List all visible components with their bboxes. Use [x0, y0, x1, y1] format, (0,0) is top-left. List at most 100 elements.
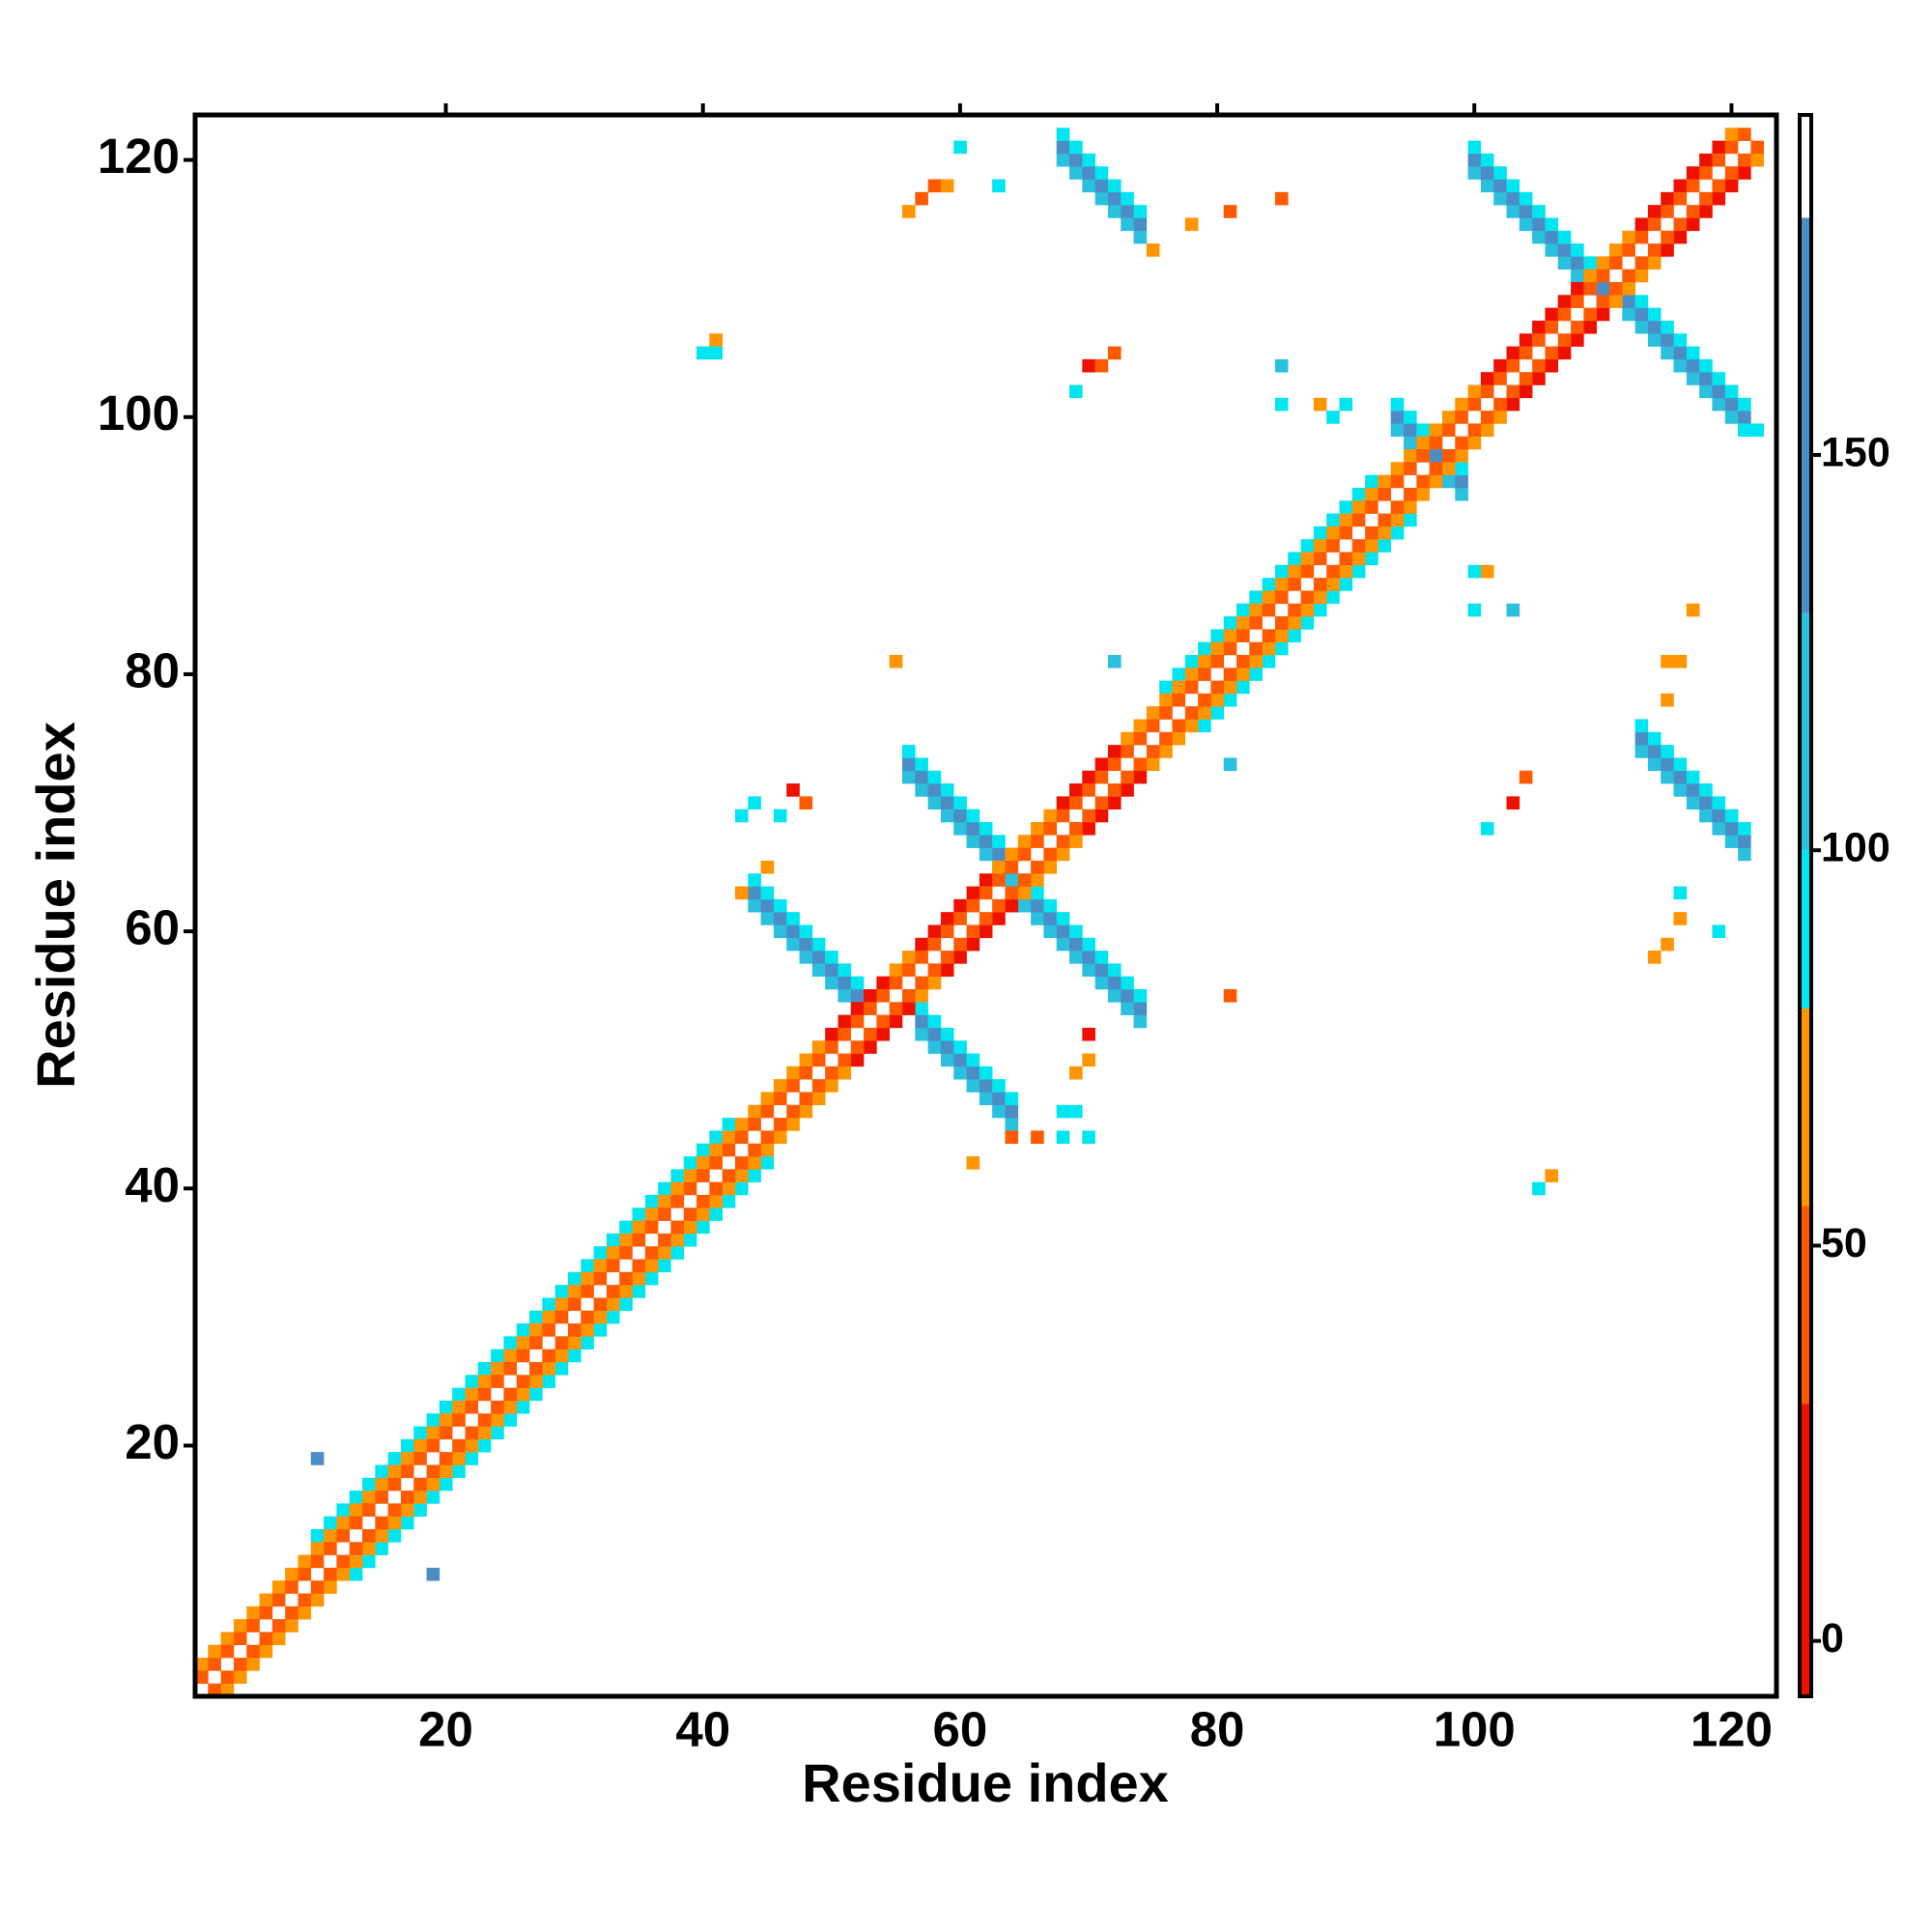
- heatmap-cell: [1686, 372, 1700, 385]
- heatmap-cell: [1249, 590, 1263, 605]
- heatmap-cell: [1404, 500, 1417, 514]
- heatmap-cell: [838, 1053, 852, 1067]
- heatmap-cell: [439, 1464, 453, 1479]
- heatmap-cell: [503, 1413, 518, 1427]
- heatmap-cell: [709, 1194, 723, 1208]
- heatmap-cell: [1274, 590, 1289, 605]
- heatmap-cell: [940, 1053, 954, 1067]
- heatmap-cell: [606, 1310, 620, 1324]
- y-axis-title: Residue index: [25, 722, 86, 1089]
- heatmap-cell: [439, 1413, 453, 1427]
- heatmap-cell: [1365, 474, 1378, 489]
- heatmap-cell: [362, 1528, 376, 1543]
- heatmap-cell: [1608, 295, 1623, 308]
- heatmap-cell: [1351, 513, 1366, 527]
- heatmap-cell: [581, 1336, 594, 1350]
- heatmap-cell: [1043, 847, 1057, 862]
- heatmap-cell: [349, 1542, 363, 1555]
- heatmap-cell: [465, 1438, 479, 1453]
- heatmap-cell: [1121, 217, 1134, 232]
- heatmap-cell: [915, 989, 928, 1003]
- heatmap-cell: [1634, 269, 1649, 283]
- heatmap-cell: [1647, 745, 1662, 758]
- heatmap-cell: [1223, 616, 1237, 630]
- heatmap-cell: [1043, 809, 1057, 823]
- heatmap-cell: [465, 1400, 479, 1414]
- heatmap-cell: [709, 1156, 723, 1170]
- heatmap-cell: [1005, 1092, 1019, 1106]
- heatmap-cell: [426, 1477, 440, 1492]
- heatmap-cell: [632, 1220, 646, 1235]
- heatmap-cell: [1210, 680, 1225, 695]
- heatmap-cell: [324, 1542, 337, 1555]
- heatmap-cell: [259, 1593, 273, 1607]
- heatmap-cell: [811, 1092, 826, 1106]
- heatmap-cell: [1724, 166, 1739, 180]
- heatmap-cell: [850, 976, 865, 990]
- heatmap-cell: [670, 1169, 685, 1182]
- heatmap-cell: [387, 1452, 402, 1465]
- heatmap-cell: [1583, 320, 1597, 334]
- heatmap-cell: [1005, 1130, 1019, 1145]
- heatmap-cell: [362, 1503, 376, 1517]
- heatmap-cell: [1532, 358, 1546, 373]
- heatmap-cell: [1300, 564, 1315, 579]
- heatmap-cell: [1300, 590, 1315, 605]
- heatmap-cell: [953, 951, 967, 964]
- heatmap-cell: [1094, 963, 1109, 977]
- heatmap-cell: [825, 1027, 838, 1041]
- heatmap-cell: [1069, 951, 1083, 964]
- heatmap-cell: [953, 1053, 967, 1067]
- heatmap-cell: [1390, 423, 1405, 438]
- heatmap-cell: [1339, 397, 1353, 412]
- heatmap-cell: [1429, 449, 1443, 463]
- heatmap-cell: [1236, 603, 1250, 617]
- heatmap-cell: [1365, 500, 1378, 514]
- heatmap-cell: [1236, 680, 1250, 695]
- colorbar-band: [1800, 850, 1811, 1009]
- heatmap-cell: [554, 1285, 569, 1298]
- heatmap-cell: [1017, 847, 1032, 862]
- heatmap-cell: [1339, 500, 1353, 514]
- heatmap-cell: [1622, 295, 1635, 308]
- heatmap-cell: [1133, 1014, 1148, 1029]
- heatmap-cell: [734, 1130, 749, 1145]
- heatmap-cell: [349, 1491, 363, 1504]
- heatmap-cell: [593, 1246, 608, 1260]
- heatmap-cell: [786, 1065, 800, 1080]
- heatmap-cell: [966, 1079, 980, 1093]
- heatmap-cell: [1313, 397, 1327, 412]
- heatmap-cell: [1634, 307, 1649, 322]
- heatmap-cell: [1545, 1169, 1559, 1182]
- heatmap-cell: [966, 1065, 980, 1080]
- heatmap-cell: [1441, 462, 1456, 475]
- heatmap-cell: [979, 821, 993, 836]
- heatmap-cell: [658, 1246, 671, 1260]
- heatmap-cell: [581, 1271, 594, 1286]
- heatmap-cell: [426, 1491, 440, 1504]
- heatmap-cell: [1661, 654, 1674, 668]
- heatmap-cell: [1583, 307, 1597, 322]
- heatmap-cell: [1686, 783, 1700, 797]
- heatmap-cell: [1031, 873, 1044, 887]
- heatmap-cell: [1069, 153, 1083, 167]
- heatmap-cell: [1480, 384, 1494, 399]
- heatmap-cell: [1724, 835, 1739, 848]
- heatmap-cell: [567, 1297, 582, 1312]
- heatmap-cell: [1056, 128, 1070, 141]
- heatmap-cell: [658, 1259, 671, 1273]
- heatmap-cell: [1557, 295, 1572, 308]
- heatmap-cell: [1069, 821, 1083, 836]
- heatmap-cell: [619, 1285, 633, 1298]
- heatmap-cell: [1532, 230, 1546, 244]
- heatmap-cell: [542, 1323, 555, 1337]
- heatmap-cell: [1082, 809, 1095, 823]
- heatmap-cell: [915, 1027, 928, 1041]
- heatmap-cell: [1634, 295, 1649, 308]
- colorbar-tick-label: 0: [1821, 1615, 1844, 1662]
- heatmap-cell: [1056, 937, 1070, 952]
- heatmap-cell: [864, 1040, 877, 1054]
- heatmap-cell: [953, 796, 967, 810]
- heatmap-cell: [1738, 153, 1751, 167]
